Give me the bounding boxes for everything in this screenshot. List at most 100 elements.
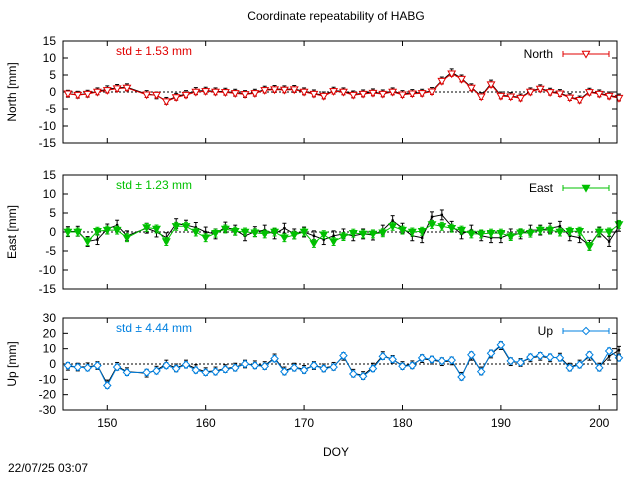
series-point-north — [516, 94, 526, 103]
ref-point — [430, 215, 434, 218]
series-point-up — [181, 360, 191, 370]
series-point-east — [614, 221, 624, 230]
series-point-up — [594, 363, 604, 373]
series-point-up — [368, 364, 378, 373]
series-point-up — [398, 361, 407, 371]
series-point-up — [378, 352, 388, 361]
series-point-east — [289, 231, 299, 240]
series-point-east — [437, 223, 447, 231]
series-point-up — [437, 356, 447, 366]
series-point-up — [329, 362, 338, 372]
series-point-east — [496, 229, 506, 238]
series-point-north — [584, 89, 594, 97]
series-point-east — [506, 233, 516, 242]
series-point-up — [221, 365, 230, 374]
x-tick-label: 190 — [491, 416, 511, 430]
plot-frame — [62, 40, 618, 144]
series-point-east — [338, 233, 348, 242]
ref-point — [322, 238, 325, 241]
series-point-north — [594, 90, 604, 99]
series-point-up — [526, 352, 535, 362]
series-point-up — [496, 340, 506, 350]
series-point-east — [604, 228, 614, 237]
x-tick-label: 200 — [589, 416, 609, 430]
series-point-north — [575, 96, 585, 105]
series-point-east — [309, 240, 319, 249]
series-point-east — [486, 229, 496, 238]
std-annotation: std ± 1.23 mm — [116, 178, 192, 192]
series-point-east — [191, 228, 201, 237]
series-point-north — [496, 92, 506, 101]
ref-point — [96, 238, 99, 241]
series-point-north — [152, 91, 161, 100]
series-point-up — [358, 371, 368, 381]
series-point-north — [457, 75, 466, 84]
y-tick-label: -5 — [45, 244, 56, 258]
legend-marker — [581, 184, 591, 193]
series-point-east — [171, 223, 181, 231]
series-point-up — [73, 362, 83, 372]
series-point-east — [388, 223, 398, 231]
series-point-north — [83, 90, 93, 99]
series-point-up — [457, 372, 466, 382]
x-tick-label: 150 — [97, 416, 117, 430]
series-point-north — [447, 70, 457, 79]
series-point-north — [240, 91, 250, 99]
series-point-up — [585, 350, 594, 360]
ref-point — [617, 349, 621, 352]
series-point-east — [122, 234, 132, 243]
y-tick-label: -15 — [39, 136, 57, 150]
series-point-north — [506, 93, 516, 102]
x-tick-label: 180 — [392, 416, 412, 430]
series-point-east — [83, 238, 93, 247]
series-point-up — [83, 363, 92, 373]
plot-frame — [62, 317, 618, 411]
ref-point — [204, 230, 207, 234]
series-point-up — [201, 368, 210, 377]
legend-marker — [581, 326, 591, 336]
std-annotation: std ± 4.44 mm — [116, 321, 192, 335]
series-point-east — [250, 229, 260, 238]
legend-label: East — [529, 181, 554, 195]
ref-point — [115, 223, 119, 227]
series-point-east — [161, 238, 171, 247]
y-tick-label: 0 — [49, 85, 56, 99]
plot-frame — [62, 174, 618, 290]
y-tick-label: 20 — [43, 326, 57, 340]
series-point-up — [614, 353, 624, 363]
series-point-east — [555, 228, 565, 237]
series-point-up — [486, 348, 496, 358]
legend-label: Up — [538, 324, 554, 338]
series-point-east — [584, 243, 594, 252]
chart-panels: -15 -10 -5 0 5 10 15 North [mm] std ± 1.53 mm Nor… — [5, 34, 624, 430]
series-point-north — [378, 90, 388, 99]
series-point-up — [230, 363, 240, 373]
series-point-east — [545, 226, 555, 235]
y-tick-label: 15 — [43, 34, 57, 48]
series-point-north — [270, 86, 280, 95]
series-point-up — [506, 356, 516, 366]
series-point-north — [555, 90, 565, 99]
ref-point — [194, 226, 198, 229]
series-point-east — [407, 228, 417, 237]
y-tick-label: 0 — [49, 225, 56, 239]
timestamp: 22/07/25 03:07 — [8, 461, 89, 475]
ref-point — [440, 213, 444, 217]
series-point-up — [535, 351, 545, 360]
series-point-up — [447, 355, 456, 365]
series-point-east — [398, 226, 407, 235]
series-point-east — [575, 228, 585, 236]
series-point-east — [447, 225, 457, 233]
series-point-east — [535, 226, 545, 235]
series-point-up — [388, 355, 397, 364]
series-point-east — [427, 221, 437, 230]
series-point-up — [348, 369, 358, 379]
series-point-north — [358, 90, 368, 99]
series-point-east — [329, 238, 339, 247]
y-tick-label: 30 — [43, 311, 57, 325]
series-point-east — [457, 226, 466, 235]
series-point-up — [289, 363, 299, 373]
series-point-north — [279, 86, 289, 95]
series-point-north — [437, 77, 447, 86]
